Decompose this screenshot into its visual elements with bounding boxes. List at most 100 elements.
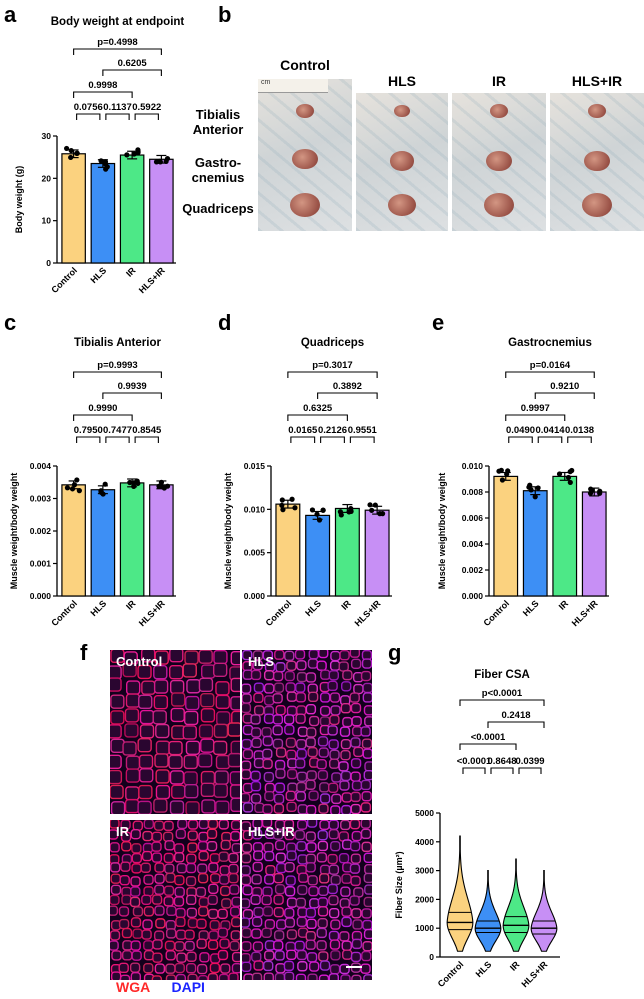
violin-IR xyxy=(502,858,530,952)
x-tick-label: IR xyxy=(339,598,353,612)
muscle-label: Quadriceps xyxy=(180,201,256,216)
fiber-cell xyxy=(339,780,350,791)
fiber-cell xyxy=(197,872,209,884)
data-point xyxy=(499,477,506,483)
fiber-cell xyxy=(129,962,141,973)
bar-HLS+IR xyxy=(149,158,174,264)
fiber-cell xyxy=(187,830,198,841)
fiber-cell xyxy=(275,747,287,758)
fiber-cell xyxy=(175,916,186,928)
fiber-cell xyxy=(143,940,154,951)
fiber-cell xyxy=(262,650,274,661)
fiber-cell xyxy=(242,898,251,909)
fiber-texture xyxy=(110,820,240,980)
fiber-cell xyxy=(361,791,372,802)
fiber-cell xyxy=(330,950,341,961)
fiber-cell xyxy=(118,962,129,974)
fiber-cell xyxy=(297,907,308,918)
fiber-cell xyxy=(341,792,353,803)
panel-letter-f: f xyxy=(80,640,88,665)
fiber-cell xyxy=(349,692,360,703)
comparison-bracket xyxy=(134,113,159,120)
fiber-cell xyxy=(286,949,297,960)
fiber-cell xyxy=(119,974,131,980)
data-point xyxy=(98,158,104,164)
fiber-cell xyxy=(124,723,139,738)
fiber-cell xyxy=(305,930,316,942)
comparison-bracket xyxy=(290,436,316,443)
fiber-cell xyxy=(363,852,372,863)
fiber-cell xyxy=(129,896,141,908)
x-tick-label: Control xyxy=(264,598,294,628)
violin-HLS xyxy=(474,870,502,952)
comparison-label: 0.0756 xyxy=(74,102,103,113)
fiber-cell xyxy=(110,873,121,884)
fiber-cell xyxy=(143,874,154,885)
fiber-cell xyxy=(151,852,163,863)
fiber-cell xyxy=(110,801,126,814)
fiber-cell xyxy=(350,737,361,748)
fiber-cell xyxy=(295,682,306,693)
fiber-cell xyxy=(364,864,372,875)
fiber-cell xyxy=(229,906,240,917)
fiber-cell xyxy=(242,769,252,780)
ruler: cm xyxy=(258,79,328,93)
fiber-cell xyxy=(182,725,197,740)
fiber-cell xyxy=(221,898,232,909)
comparison-bracket xyxy=(105,436,130,443)
fiber-cell xyxy=(351,830,362,842)
muscle-sample xyxy=(484,193,514,217)
fiber-cell xyxy=(361,841,372,853)
fiber-cell xyxy=(250,781,262,792)
fiber-cell xyxy=(164,863,175,874)
photo-Control: cm xyxy=(258,79,352,231)
fiber-texture xyxy=(242,820,372,980)
x-tick-label: Control xyxy=(481,598,511,628)
fiber-cell xyxy=(360,963,371,974)
fiber-cell xyxy=(131,852,143,864)
y-tick-label: 0.010 xyxy=(462,461,484,471)
fiber-cell xyxy=(361,908,372,919)
fiber-cell xyxy=(361,658,372,669)
muscle-sample xyxy=(490,103,508,119)
fiber-cell xyxy=(143,886,154,897)
data-point xyxy=(279,497,285,503)
fiber-cell xyxy=(297,726,309,737)
fiber-cell xyxy=(208,930,219,941)
fiber-cell xyxy=(284,917,296,928)
fiber-cell xyxy=(305,862,316,873)
fiber-cell xyxy=(169,770,185,785)
micrograph-Control: Control xyxy=(110,650,240,814)
fiber-cell xyxy=(199,952,210,963)
fiber-cell xyxy=(122,662,137,678)
fiber-cell xyxy=(125,786,140,801)
muscle-sample xyxy=(486,150,512,172)
wga-label: WGA xyxy=(116,979,150,995)
y-tick-label: 0.008 xyxy=(462,487,484,497)
fiber-cell xyxy=(305,804,317,814)
fiber-cell xyxy=(125,680,141,695)
fiber-cell xyxy=(110,738,125,753)
fiber-cell xyxy=(319,793,331,804)
comparison-bracket xyxy=(534,392,595,399)
data-point xyxy=(589,487,595,494)
muscle-sample xyxy=(588,103,606,119)
panel-letter-e: e xyxy=(432,310,445,335)
fiber-cell xyxy=(201,799,216,814)
comparison-bracket xyxy=(73,91,133,98)
data-point xyxy=(102,161,109,167)
fiber-cell xyxy=(362,941,372,952)
fiber-cell xyxy=(165,950,176,961)
fiber-cell xyxy=(165,974,177,980)
fiber-cell xyxy=(273,682,285,693)
fiber-cell xyxy=(318,650,329,659)
fiber-cell xyxy=(286,897,298,908)
fiber-cell xyxy=(316,852,328,863)
dapi-label-text: DAPI xyxy=(171,979,205,995)
fiber-cell xyxy=(163,852,175,864)
fiber-cell xyxy=(330,650,341,662)
fiber-cell xyxy=(362,919,372,931)
fiber-cell xyxy=(253,705,265,716)
data-point xyxy=(292,505,298,511)
stain-legend: WGA DAPI xyxy=(116,979,205,995)
